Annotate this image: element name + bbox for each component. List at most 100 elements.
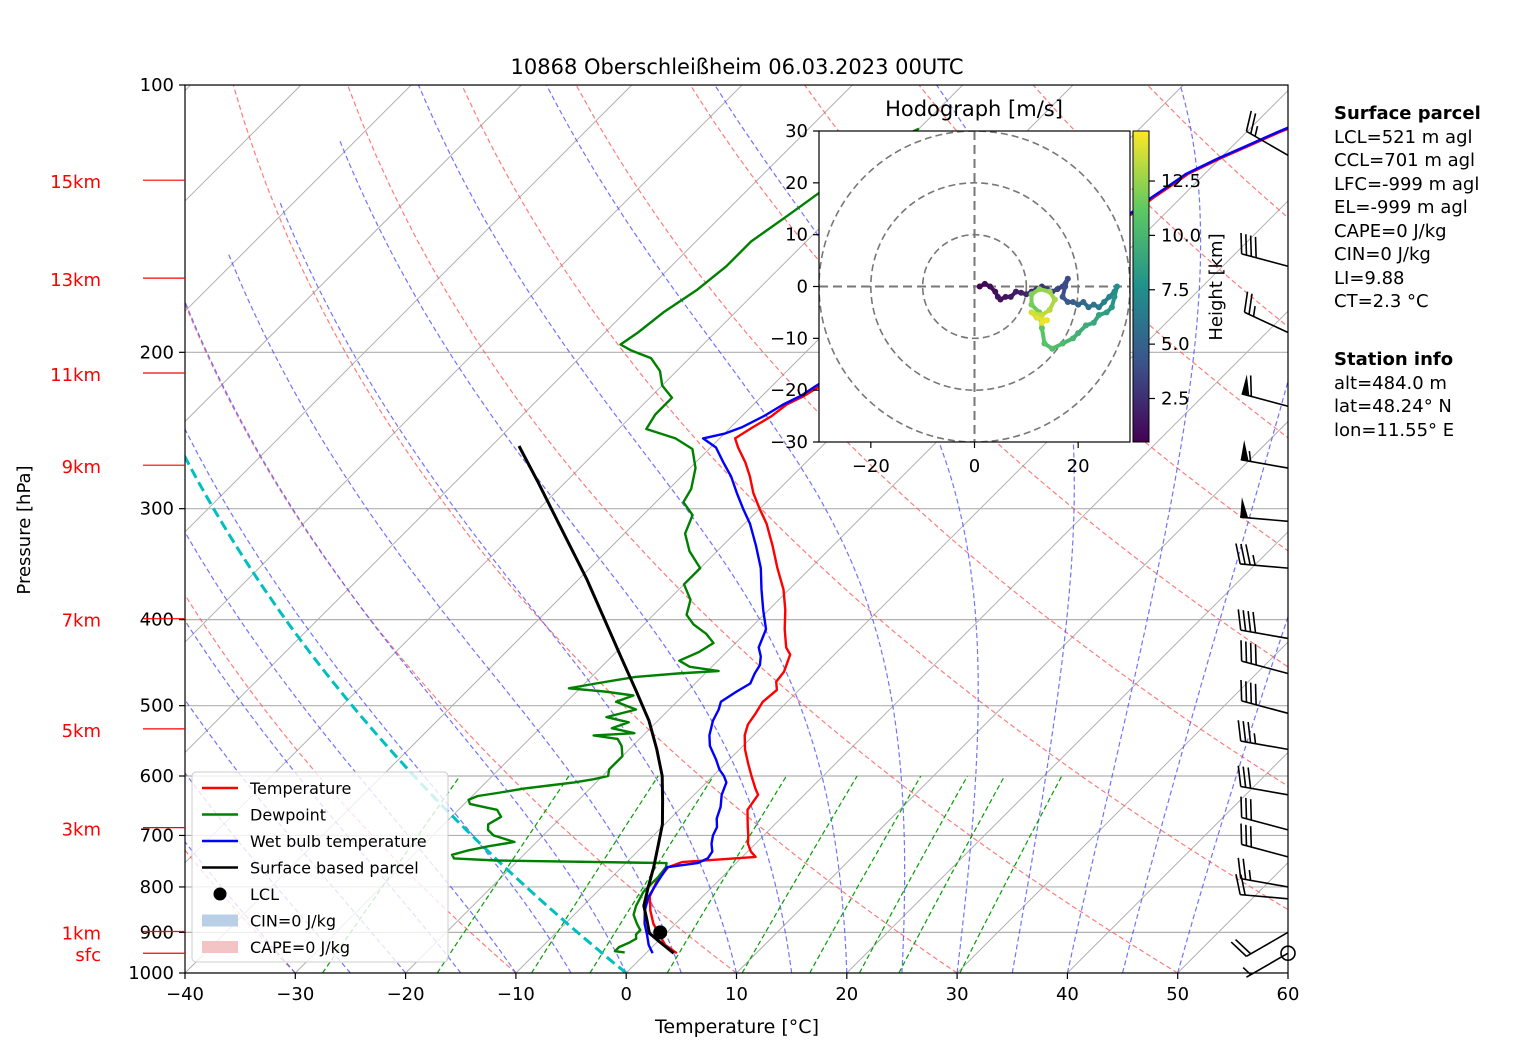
x-tick-label: 40 [1056, 984, 1079, 1005]
barb-full [1249, 235, 1253, 257]
hodograph-y-tick-label: 0 [797, 277, 808, 298]
moist-adiabat [1121, 379, 1288, 973]
wind-barb [1243, 291, 1289, 334]
barb-full [1249, 375, 1253, 397]
y-tick-label: 200 [140, 342, 174, 363]
barb-full [1235, 938, 1252, 955]
barb-staff [1240, 740, 1289, 751]
y-tick-label: 900 [140, 922, 174, 943]
legend-label: Temperature [249, 779, 351, 798]
barb-full [1242, 858, 1247, 880]
colorbar-tick-label: 10.0 [1161, 225, 1201, 246]
wind-barbs [1230, 110, 1296, 978]
dry-adiabat [185, 302, 737, 973]
moist-adiabat [227, 253, 682, 973]
surface-parcel-heading: Surface parcel [1334, 103, 1481, 124]
barb-full [1247, 721, 1252, 743]
barb-full [1245, 681, 1248, 703]
legend-label: Surface based parcel [250, 859, 419, 878]
barb-full [1237, 609, 1242, 631]
legend-swatch [202, 914, 238, 927]
dry-adiabat [232, 85, 958, 973]
barb-full [1240, 232, 1243, 254]
barb-staff [1244, 311, 1289, 334]
wind-barb [1241, 374, 1289, 407]
wind-barb [1240, 232, 1289, 268]
height-mark-label: 15km [50, 172, 101, 193]
height-mark-label: 9km [62, 457, 101, 478]
barb-full [1249, 826, 1253, 848]
hodograph-x-tick-label: 0 [969, 456, 980, 477]
hodograph-point [1038, 319, 1045, 326]
moist-adiabat [338, 138, 793, 973]
y-tick-label: 100 [140, 75, 174, 96]
station-altitude: alt=484.0 m [1334, 372, 1447, 394]
colorbar-tick-label: 7.5 [1161, 280, 1190, 301]
calm-wind-circle [1280, 945, 1296, 962]
x-tick-label: 30 [946, 984, 969, 1005]
y-tick-label: 1000 [128, 963, 174, 984]
y-tick-label: 700 [140, 825, 174, 846]
y-axis-label: Pressure [hPa] [14, 465, 35, 594]
barb-staff [1246, 952, 1289, 978]
dry-adiabat [185, 593, 517, 973]
hodograph-title: Hodograph [m/s] [885, 97, 1063, 121]
hodograph-x-tick-label: 20 [1067, 456, 1090, 477]
y-tick-label: 600 [140, 766, 174, 787]
barb-full [1243, 291, 1249, 313]
surface-parcel-panel: Surface parcel LCL=521 m agl CCL=701 m a… [1334, 102, 1481, 314]
moist-adiabat [185, 531, 517, 973]
series-surface-based-parcel [517, 445, 675, 955]
colorbar-tick-label: 5.0 [1161, 334, 1190, 355]
x-tick-label: −10 [497, 984, 535, 1005]
x-tick-label: −20 [387, 984, 425, 1005]
x-tick-label: 20 [835, 984, 858, 1005]
hodograph-y-tick-label: −30 [770, 432, 808, 453]
barb-full [1237, 720, 1242, 742]
barb-full [1240, 823, 1243, 845]
hodograph: −20 0 20 30 20 10 0 −10 −20 −30 Hodograph [m/s] 2… [770, 97, 1227, 477]
mixing-ratio-line [436, 775, 570, 973]
barb-staff [1240, 877, 1289, 888]
isotherm [625, 310, 1288, 973]
x-axis-label: Temperature [°C] [654, 1016, 819, 1038]
barb-full [1240, 640, 1243, 662]
mixing-ratio-line [530, 775, 659, 973]
legend-label: LCL [250, 885, 279, 904]
barb-full [1242, 610, 1247, 632]
barb-half [1248, 869, 1252, 881]
isotherm [185, 85, 412, 312]
surface-parcel-li: LI=9.88 [1334, 267, 1405, 289]
isotherm [185, 85, 633, 533]
legend-box [191, 771, 449, 963]
surface-parcel-ccl: CCL=701 m agl [1334, 150, 1476, 171]
barb-staff [1240, 785, 1289, 796]
x-tick-label: 0 [620, 984, 631, 1005]
surface-parcel-cape: CAPE=0 J/kg [1334, 220, 1447, 242]
barb-flag [1241, 374, 1250, 396]
height-mark-label: 11km [50, 365, 101, 386]
barb-staff [1241, 393, 1289, 407]
surface-parcel-el: EL=-999 m agl [1334, 197, 1468, 218]
x-tick-label: −40 [166, 984, 204, 1005]
x-tick-label: 60 [1277, 984, 1300, 1005]
barb-full [1230, 941, 1247, 957]
ccl-dry-adiabat [185, 453, 628, 973]
y-tick-label: 300 [140, 499, 174, 520]
barb-staff [1241, 253, 1289, 268]
wind-barb [1240, 796, 1289, 831]
station-info-panel: Station info alt=484.0 m lat=48.24° N lo… [1334, 348, 1454, 442]
chart-title: 10868 Oberschleißheim 06.03.2023 00UTC [511, 55, 964, 79]
barb-half [1252, 554, 1256, 566]
barb-full [1252, 611, 1257, 633]
barb-half [1252, 306, 1256, 317]
legend-swatch [213, 887, 227, 901]
lcl-marker [653, 925, 668, 940]
x-tick-label: 50 [1166, 984, 1189, 1005]
surface-parcel-cin: CIN=0 J/kg [1334, 244, 1431, 265]
wind-barb [1240, 823, 1289, 858]
wind-barb [1237, 765, 1289, 796]
mixing-ratio-line [589, 775, 715, 973]
barb-full [1254, 683, 1257, 705]
